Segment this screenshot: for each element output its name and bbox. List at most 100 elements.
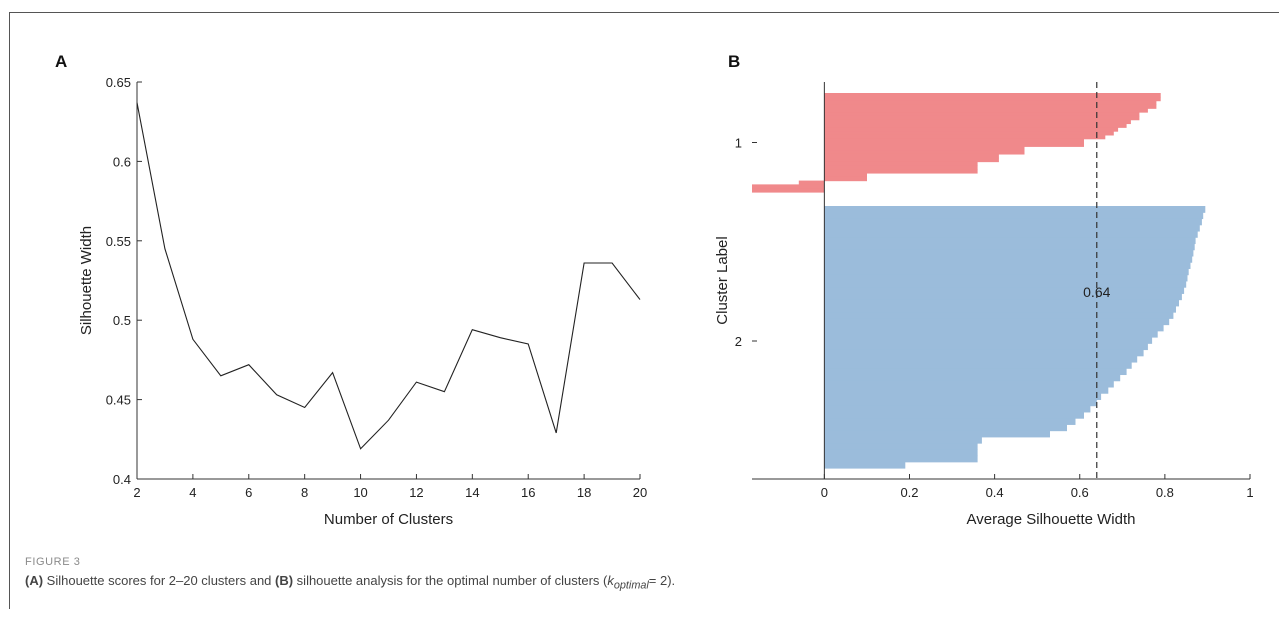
panel-a-x-tick-label: 14 — [465, 485, 479, 500]
panel-a-x-tick-label: 16 — [521, 485, 535, 500]
panel-a-x-tick-label: 2 — [133, 485, 140, 500]
caption-text-3: = 2). — [648, 573, 676, 588]
panel-b-cluster-2-bar — [824, 237, 1196, 245]
panel-a-y-tick-label: 0.5 — [113, 313, 131, 328]
panel-b-cluster-2-bar — [824, 380, 1114, 388]
panel-b-x-tick-label: 0.2 — [900, 485, 918, 500]
caption-part-a: (A) — [25, 573, 44, 588]
panel-b-cluster-2-bar — [824, 274, 1188, 282]
panel-b-cluster-2-bar — [824, 318, 1170, 326]
panel-b-cluster-1-bar — [798, 180, 825, 185]
panel-b-cluster-2-bar — [824, 206, 1206, 213]
panel-b-cluster-2-bar — [824, 337, 1153, 344]
panel-b-cluster-1-bar — [824, 157, 999, 163]
panel-b-cluster-2-bar — [824, 218, 1202, 226]
panel-b-x-axis-title: Average Silhouette Width — [967, 511, 1136, 528]
panel-b-cluster-2-bar — [824, 343, 1148, 351]
panel-b-cluster-2-bar — [824, 443, 978, 450]
panel-b-cluster-2-bar — [824, 355, 1138, 363]
panel-b-cluster-2-bar — [824, 449, 978, 457]
panel-b-cluster-2-bar — [824, 243, 1195, 251]
panel-b-cluster-1-bar — [824, 169, 978, 174]
panel-b-x-tick-label: 0.4 — [986, 485, 1004, 500]
caption-k-subscript: optimal — [613, 579, 649, 592]
panel-b-cluster-1-bar — [824, 119, 1131, 125]
panel-a-y-tick-label: 0.65 — [106, 75, 131, 90]
panel-b-cluster-2-bar — [824, 461, 906, 469]
panel-b-cluster-1-bar — [824, 108, 1148, 113]
panel-b-cluster-1-bar — [752, 188, 825, 193]
panel-b-cluster-1-bar — [824, 161, 978, 166]
panel-b-cluster-1-bar — [824, 142, 1084, 147]
panel-b-cluster-2-bar — [824, 312, 1174, 319]
panel-b-cluster-1-bar — [824, 123, 1127, 128]
panel-b-cluster-2-bar — [824, 305, 1176, 313]
caption-part-b: (B) — [275, 573, 294, 588]
panel-b-cluster-1-bar — [824, 131, 1114, 136]
panel-b-cluster-1-bar — [824, 115, 1140, 121]
panel-a-x-tick-label: 10 — [353, 485, 367, 500]
panel-b-cluster-2-bar — [824, 293, 1182, 301]
panel-b-cluster-1-bar — [824, 153, 999, 159]
panel-b-cluster-2-bar — [824, 212, 1204, 220]
panel-b-cluster-1-bar — [824, 96, 1161, 102]
panel-b-y-tick-label: 2 — [735, 334, 742, 349]
panel-b-cluster-2-bar — [824, 430, 1050, 438]
panel-b-cluster-1-bar — [824, 104, 1157, 109]
panel-b-y-tick-label: 1 — [735, 136, 742, 151]
panel-b-cluster-1-bar — [824, 100, 1157, 106]
panel-b-cluster-2-bar — [824, 224, 1200, 232]
panel-b-letter: B — [728, 52, 740, 71]
panel-b-cluster-2-bar — [824, 324, 1164, 332]
figure-frame-left — [9, 12, 10, 609]
panel-b-cluster-2-bar — [824, 405, 1091, 413]
panel-b-cluster-2-bar — [824, 287, 1185, 294]
figure-caption: (A) Silhouette scores for 2–20 clusters … — [25, 573, 675, 592]
panel-b-cluster-1-bar — [824, 172, 867, 178]
panel-b-cluster-2-bar — [824, 255, 1193, 263]
panel-a-x-axis-title: Number of Clusters — [324, 511, 453, 528]
panel-b-cluster-2-bar — [824, 418, 1076, 425]
panel-b-cluster-2-bar — [824, 262, 1191, 269]
panel-b-cluster-1-bar — [824, 138, 1084, 144]
panel-b-y-axis-title: Cluster Label — [714, 236, 731, 324]
panel-a-line-series — [136, 102, 641, 450]
panel-a-x-tick-label: 4 — [189, 485, 196, 500]
panel-a-x-tick-label: 6 — [245, 485, 252, 500]
panel-a-y-tick-label: 0.4 — [113, 472, 131, 487]
panel-b-cluster-2-bar — [824, 411, 1084, 419]
panel-b-cluster-1-bar — [824, 93, 1161, 98]
caption-text-1: Silhouette scores for 2–20 clusters and — [43, 573, 276, 588]
panel-a-y-axis-title: Silhouette Width — [78, 226, 95, 335]
panel-b-x-tick-label: 1 — [1246, 485, 1253, 500]
panel-a-x-tick-label: 18 — [577, 485, 591, 500]
panel-a-y-tick-label: 0.45 — [106, 393, 131, 408]
panel-b-x-tick-label: 0 — [821, 485, 828, 500]
panel-b-cluster-2-bar — [824, 349, 1144, 357]
panel-b-cluster-1-bar — [824, 146, 1025, 151]
panel-b-cluster-1-bar — [824, 176, 867, 182]
panel-b-cluster-2-bar — [824, 399, 1097, 407]
panel-b-cluster-2-bar — [824, 230, 1198, 238]
panel-a-letter: A — [55, 52, 67, 71]
panel-b-cluster-1-bar — [752, 184, 825, 189]
panel-a-y-tick-label: 0.6 — [113, 154, 131, 169]
panel-b-cluster-2-bar — [824, 361, 1132, 369]
panel-b-cluster-2-bar — [824, 455, 978, 463]
panel-b-cluster-1-bar — [824, 127, 1119, 132]
panel-b-average-label: 0.64 — [1083, 284, 1110, 300]
panel-b-x-tick-label: 0.8 — [1156, 485, 1174, 500]
panel-b-cluster-1-bar — [824, 165, 978, 170]
panel-b-cluster-2-bar — [824, 436, 982, 444]
figure-frame-top — [9, 12, 1279, 13]
panel-b-cluster-2-bar — [824, 330, 1158, 338]
panel-b-x-tick-label: 0.6 — [1071, 485, 1089, 500]
panel-b-cluster-1-bar — [824, 112, 1140, 117]
panel-b-cluster-2-bar — [824, 393, 1102, 400]
panel-b-cluster-2-bar — [824, 299, 1179, 307]
panel-b-cluster-1-bar — [824, 134, 1106, 140]
panel-b-cluster-2-bar — [824, 280, 1187, 288]
panel-b-cluster-2-bar — [824, 386, 1109, 394]
panel-b-cluster-2-bar — [824, 249, 1194, 257]
